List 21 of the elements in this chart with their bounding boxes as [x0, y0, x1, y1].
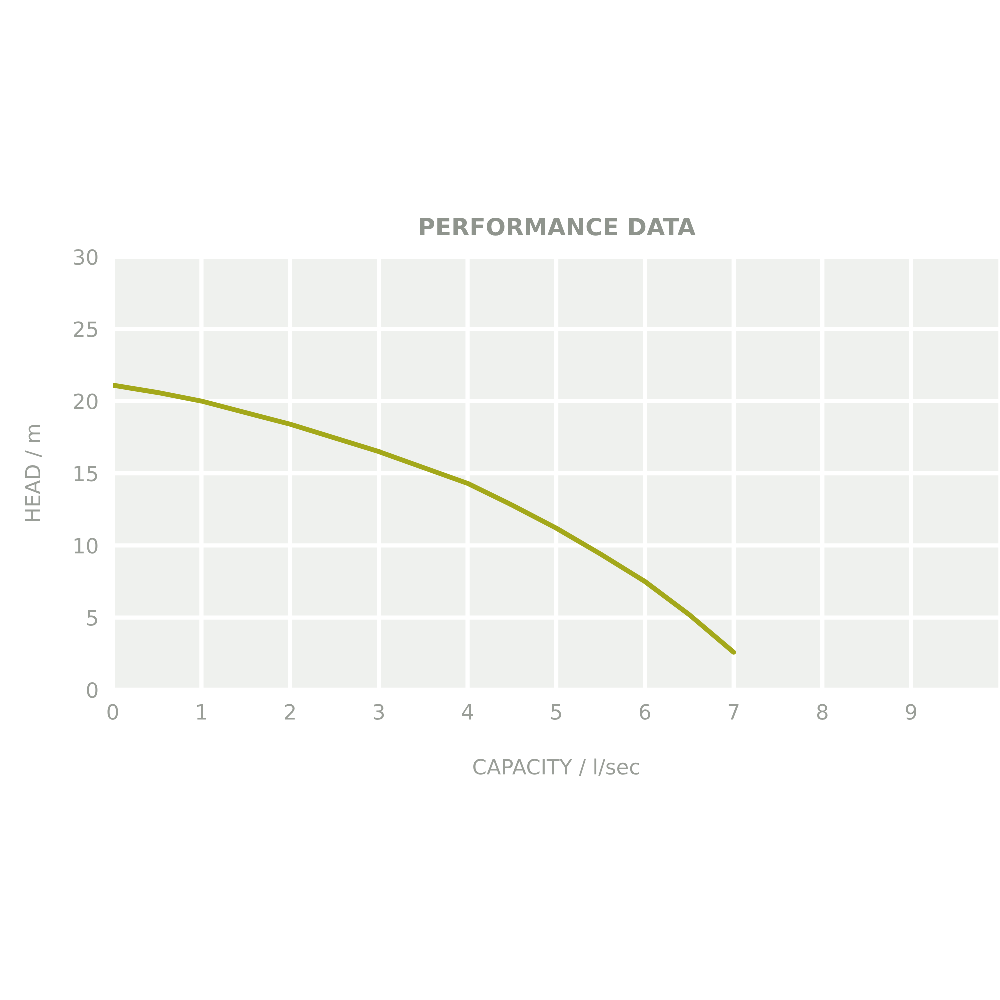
y-tick-label: 10	[74, 538, 98, 554]
x-tick-label: 8	[817, 704, 828, 720]
x-tick-label: 4	[462, 704, 474, 720]
x-tick-label: 6	[640, 704, 651, 720]
line-series	[113, 383, 736, 655]
x-tick-label: 5	[551, 704, 562, 720]
x-tick-label: 9	[906, 704, 916, 720]
x-axis-title: CAPACITY / l/sec	[474, 758, 640, 777]
y-tick-label: 5	[87, 610, 98, 626]
chart-title: PERFORMANCE DATA	[420, 218, 696, 236]
x-tick-label: 3	[374, 704, 384, 720]
y-tick-label: 0	[87, 682, 98, 698]
x-tick-label: 2	[285, 704, 295, 720]
x-tick-label: 0	[108, 704, 118, 720]
x-tick-label: 7	[728, 704, 739, 720]
x-tick-label: 1	[197, 704, 206, 720]
y-tick-label: 20	[74, 394, 98, 410]
y-tick-label: 15	[74, 466, 98, 482]
y-tick-label: 25	[74, 322, 98, 338]
y-tick-label: 30	[74, 249, 98, 266]
y-axis-title: HEAD / m	[25, 425, 42, 522]
